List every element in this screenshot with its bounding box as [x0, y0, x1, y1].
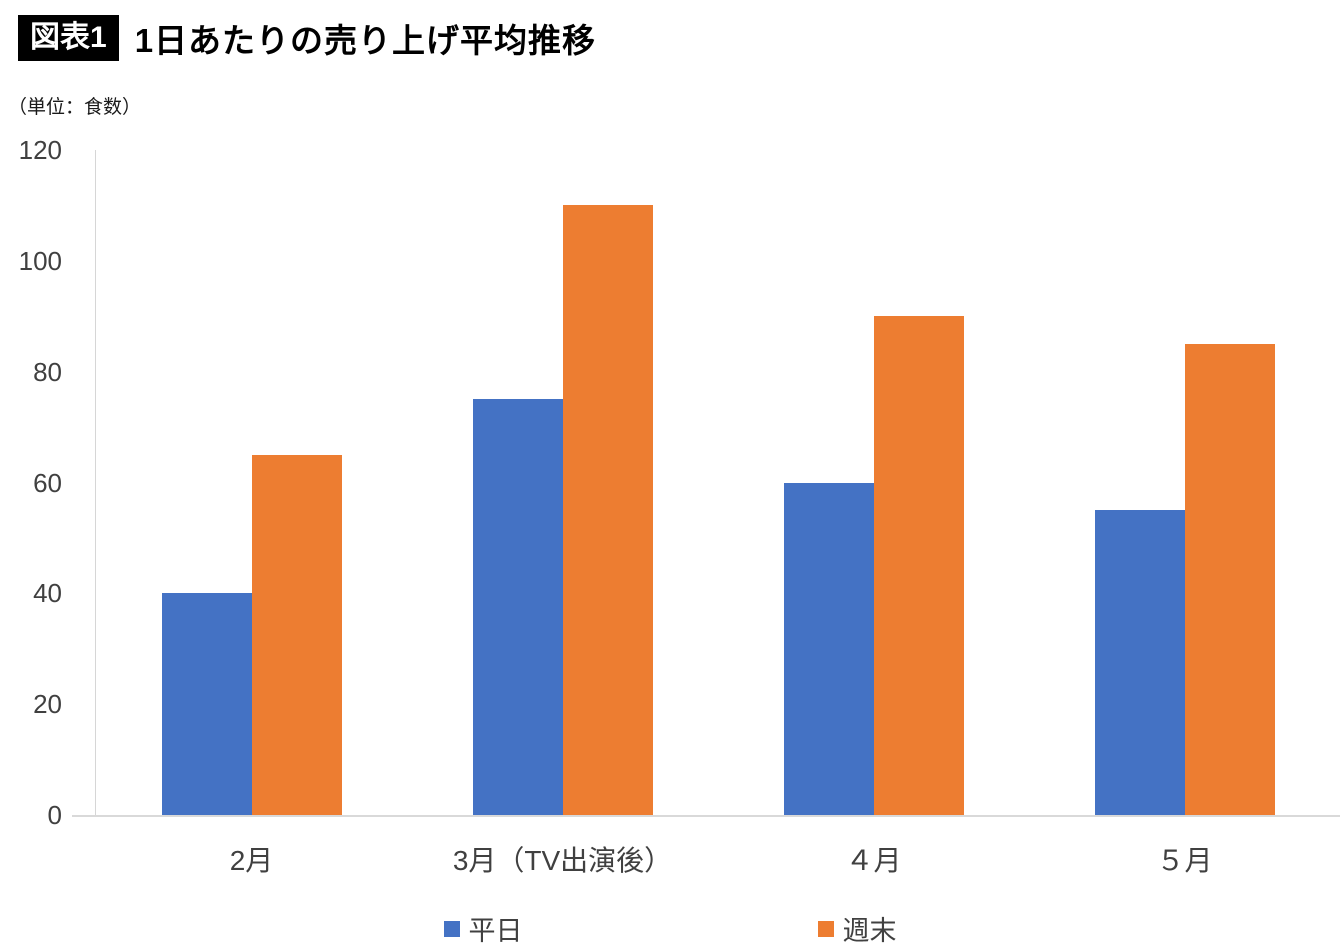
bar-weekend [562, 205, 653, 815]
x-axis-category-label: 2月 [229, 845, 274, 876]
bar-group [407, 150, 718, 815]
y-axis-tick-label: 60 [33, 467, 62, 498]
bar-group [718, 150, 1029, 815]
x-axis-category-label: ４月 [845, 845, 902, 876]
bar-group [96, 150, 407, 815]
y-axis-tick-label: 20 [33, 689, 62, 720]
bar-weekday [161, 593, 252, 815]
legend-swatch-icon [443, 920, 460, 937]
bar-weekend [251, 454, 342, 815]
legend-label: 週末 [842, 916, 897, 946]
unit-note: （単位：食数） [8, 97, 142, 118]
y-axis-tick-label: 100 [18, 245, 62, 276]
legend-item-weekend: 週末 [817, 909, 897, 948]
legend-item-weekday: 平日 [443, 909, 523, 948]
bar-weekday [783, 482, 874, 815]
legend-label: 平日 [468, 916, 523, 946]
y-axis-tick-label: 40 [33, 578, 62, 609]
legend: 平日 週末 [0, 909, 1340, 948]
x-axis-category-label: 3月（TV出演後） [452, 845, 673, 876]
plot-area [95, 150, 1340, 815]
bar-weekday [1094, 510, 1185, 815]
bar-group [1029, 150, 1340, 815]
y-axis-tick-label: 120 [18, 135, 62, 165]
x-axis-labels: 2月 3月（TV出演後） ４月 ５月 [96, 815, 1340, 879]
figure-number-badge: 図表1 [18, 14, 119, 62]
legend-swatch-icon [817, 920, 834, 937]
chart-title: 1日あたりの売り上げ平均推移 [134, 22, 597, 59]
x-axis-category-label: ５月 [1156, 845, 1213, 876]
bar-weekend [1184, 343, 1275, 815]
x-axis-line [72, 815, 1340, 817]
bar-weekend [873, 316, 964, 815]
y-axis-tick-label: 0 [47, 800, 62, 830]
y-axis-tick-label: 80 [33, 356, 62, 387]
bar-weekday [472, 399, 563, 815]
bar-chart: 0 20 40 60 80 100 120 [0, 137, 1340, 828]
chart-header: 図表1 1日あたりの売り上げ平均推移 [0, 0, 1340, 62]
y-axis: 0 20 40 60 80 100 120 [0, 137, 95, 828]
